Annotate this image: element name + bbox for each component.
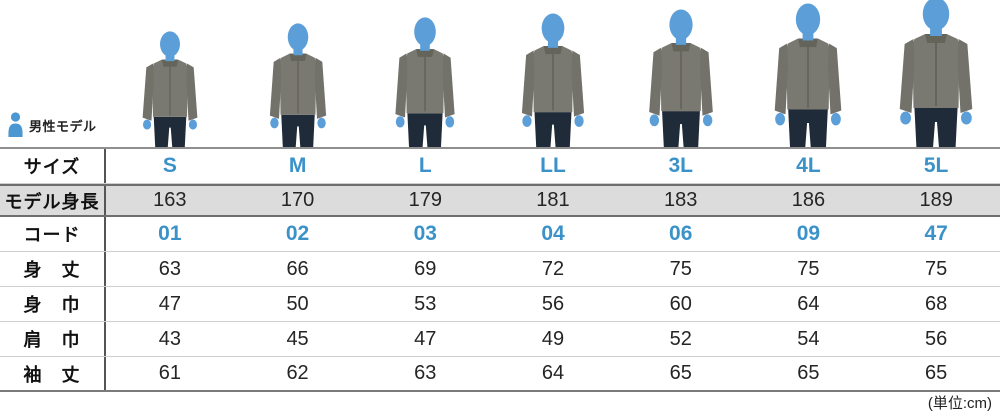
table-cell: 63 [158, 257, 181, 280]
model-type-label: 男性モデル [7, 112, 97, 138]
table-cell: 75 [669, 257, 692, 280]
table-cell: 72 [541, 257, 565, 280]
model-photo-LL [489, 0, 617, 147]
table-cell: 66 [286, 257, 309, 280]
table-row: 肩 巾 43 45 47 49 52 54 56 [0, 322, 1000, 357]
table-row: モデル身長 163 170 179 181 183 186 189 [0, 184, 1000, 217]
table-row: 袖 丈 61 62 63 64 65 65 65 [0, 357, 1000, 392]
size-header-3L: 3L [668, 154, 693, 177]
table-cell: 68 [925, 292, 948, 315]
model-figure-icon [899, 0, 973, 147]
model-figure-icon [142, 31, 198, 147]
table-cell: 75 [925, 257, 948, 280]
row-label: モデル身長 [0, 186, 106, 215]
table-cell: 06 [669, 222, 693, 245]
male-model-icon [7, 112, 24, 138]
table-cell: 179 [408, 189, 442, 211]
table-cell: 64 [797, 292, 820, 315]
table-cell: 69 [414, 257, 437, 280]
size-header-L: L [418, 154, 432, 177]
table-row: コード 01 02 03 04 06 09 47 [0, 217, 1000, 252]
model-photo-3L [617, 0, 745, 147]
table-cell: 47 [158, 292, 181, 315]
model-figure-icon [648, 9, 713, 147]
table-cell: 170 [280, 189, 315, 211]
model-figure-icon [395, 17, 455, 147]
size-header-5L: 5L [923, 154, 949, 177]
unit-note: (単位:cm) [927, 395, 992, 412]
table-cell: 43 [158, 327, 181, 350]
model-photo-M [234, 0, 362, 147]
model-photo-S [106, 0, 234, 147]
table-cell: 50 [286, 292, 309, 315]
model-photos: 男性モデル [0, 0, 1000, 149]
table-cell: 75 [797, 257, 820, 280]
table-cell: 53 [414, 292, 437, 315]
table-cell: 62 [286, 362, 309, 384]
size-chart-table: サイズ S M L LL 3L 4L 5L モデル身長 163 170 179 181 183 186 189… [0, 149, 1000, 392]
table-cell: 02 [285, 222, 310, 245]
size-header-S: S [162, 154, 177, 177]
model-photo-4L [745, 0, 873, 147]
table-cell: 65 [669, 362, 692, 384]
table-cell: 45 [286, 327, 309, 350]
table-row: 身 丈 63 66 69 72 75 75 75 [0, 252, 1000, 287]
table-cell: 61 [158, 362, 181, 384]
table-cell: 01 [158, 222, 182, 245]
table-cell: 56 [925, 327, 948, 350]
model-figure-icon [521, 13, 585, 147]
model-type-label-text: 男性モデル [29, 118, 97, 134]
size-header-LL: LL [540, 154, 566, 177]
size-header-M: M [288, 154, 307, 177]
table-cell: 183 [664, 189, 698, 211]
table-row: 身 巾 47 50 53 56 60 64 68 [0, 287, 1000, 322]
table-cell: 60 [669, 292, 692, 315]
row-label: 身 巾 [0, 287, 106, 321]
model-photo-5L [872, 0, 1000, 147]
row-label-size: サイズ [0, 149, 106, 183]
table-row-sizes: サイズ S M L LL 3L 4L 5L [0, 149, 1000, 184]
table-cell: 189 [919, 189, 953, 211]
row-label: コード [0, 217, 106, 251]
table-cell: 56 [541, 292, 565, 315]
table-cell: 04 [541, 222, 565, 245]
table-cell: 186 [791, 189, 826, 211]
table-cell: 65 [797, 362, 820, 384]
table-cell: 47 [924, 222, 948, 245]
table-cell: 181 [536, 189, 570, 211]
table-cell: 63 [414, 362, 437, 384]
row-label: 身 丈 [0, 252, 106, 286]
table-cell: 163 [153, 189, 187, 211]
size-header-4L: 4L [796, 154, 821, 177]
table-cell: 64 [541, 362, 565, 384]
model-photo-L [361, 0, 489, 147]
table-cell: 09 [796, 222, 821, 245]
table-cell: 47 [414, 327, 437, 350]
table-cell: 54 [797, 327, 820, 350]
table-cell: 65 [925, 362, 948, 384]
model-figure-icon [269, 23, 326, 147]
table-cell: 49 [541, 327, 565, 350]
table-cell: 52 [669, 327, 692, 350]
row-label: 袖 丈 [0, 357, 106, 390]
row-label: 肩 巾 [0, 322, 106, 356]
model-figure-icon [775, 3, 842, 147]
table-cell: 03 [413, 222, 437, 245]
